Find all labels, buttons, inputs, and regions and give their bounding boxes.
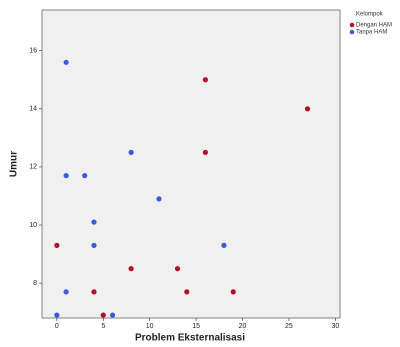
point: [100, 312, 106, 318]
x-tick-label: 10: [146, 323, 154, 330]
x-tick-label: 20: [239, 323, 247, 330]
point: [156, 196, 162, 202]
y-tick-label: 8: [33, 280, 37, 287]
point: [91, 242, 97, 248]
point: [184, 289, 190, 295]
point: [174, 266, 181, 272]
legend-label: Dengan HAM: [356, 23, 392, 29]
x-axis-title: Problem Eksternalisasi: [135, 333, 245, 344]
y-tick-label: 14: [29, 106, 37, 113]
y-axis-title: Umur: [9, 151, 20, 177]
legend-marker: [349, 29, 355, 35]
point: [54, 312, 60, 318]
x-tick-label: 0: [55, 323, 59, 330]
x-tick-label: 25: [285, 323, 293, 330]
point: [128, 149, 134, 155]
point: [230, 289, 236, 295]
point: [54, 242, 60, 248]
legend-marker: [349, 22, 355, 28]
point: [82, 173, 88, 179]
point: [109, 312, 116, 318]
x-tick-label: 5: [101, 323, 105, 330]
point: [63, 173, 69, 179]
legend-label: Tanpa HAM: [356, 30, 387, 36]
point: [91, 219, 97, 225]
y-tick-label: 16: [29, 48, 37, 55]
x-tick-label: 30: [331, 323, 339, 330]
point: [304, 106, 311, 112]
point: [128, 266, 134, 272]
y-tick-label: 10: [29, 222, 37, 229]
x-tick-label: 15: [192, 323, 200, 330]
point: [202, 77, 208, 83]
point: [63, 59, 69, 65]
point: [63, 289, 69, 295]
legend-title: Kelompok: [356, 12, 384, 18]
plot-area: [41, 9, 341, 319]
point: [221, 242, 227, 248]
point: [91, 289, 97, 295]
y-tick-label: 12: [29, 164, 37, 171]
point: [202, 149, 208, 155]
